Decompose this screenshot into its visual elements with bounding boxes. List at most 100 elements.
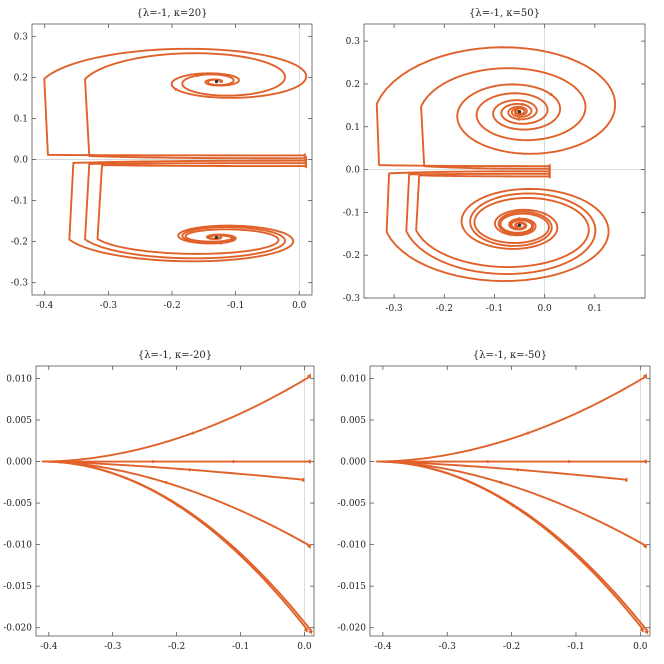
trajectory-line <box>376 460 628 481</box>
y-tick-label: -0.020 <box>3 624 32 634</box>
chart-title: {λ=-1, κ=50} <box>469 8 540 19</box>
start-arrow <box>642 373 647 379</box>
x-tick-label: -0.2 <box>163 301 180 311</box>
trajectory-line <box>385 170 610 282</box>
focus-point <box>214 79 219 84</box>
series-group <box>375 46 617 282</box>
flow-arrow <box>190 431 195 435</box>
x-tick-label: -0.3 <box>385 304 403 314</box>
start-arrow <box>302 163 307 169</box>
x-tick-label: -0.1 <box>567 642 584 652</box>
y-tick-label: 0.2 <box>346 80 360 90</box>
y-tick-label: 0.010 <box>6 374 32 384</box>
flow-arrow <box>514 467 519 472</box>
y-tick-label: -0.015 <box>337 582 366 592</box>
trajectory-line <box>376 460 648 548</box>
start-arrow <box>306 543 311 549</box>
flow-arrow <box>565 459 570 464</box>
trajectory-line <box>415 174 590 269</box>
start-arrow <box>644 629 649 635</box>
x-tick-label: -0.3 <box>439 642 457 652</box>
series-group <box>376 373 649 635</box>
y-tick-label: -0.3 <box>11 279 29 289</box>
flow-arrow <box>173 87 178 92</box>
trajectory-line <box>375 46 617 168</box>
chart-title: {λ=-1, κ=-20} <box>138 350 212 361</box>
flow-arrow <box>498 481 503 485</box>
trajectory-line <box>42 460 309 631</box>
start-arrow <box>642 459 647 465</box>
flow-arrow <box>149 459 154 464</box>
trajectory-line <box>42 460 305 481</box>
plot-frame <box>35 365 315 637</box>
x-tick-label: -0.3 <box>104 642 122 652</box>
y-tick-label: 0.0 <box>14 156 29 166</box>
trajectory-line <box>43 47 308 157</box>
x-tick-label: -0.2 <box>503 642 520 652</box>
y-tick-label: -0.015 <box>3 582 32 592</box>
y-tick-label: -0.005 <box>337 499 366 509</box>
y-tick-label: 0.010 <box>340 374 366 384</box>
focus-point <box>517 110 522 114</box>
trajectory-line <box>84 52 307 160</box>
x-tick-label: -0.1 <box>486 304 503 314</box>
flow-arrow <box>186 467 191 472</box>
y-tick-label: -0.2 <box>11 238 28 248</box>
y-tick-label: 0.000 <box>340 458 366 468</box>
x-tick-label: -0.1 <box>232 642 249 652</box>
y-tick-label: 0.000 <box>6 458 32 468</box>
y-tick-label: 0.2 <box>14 73 28 83</box>
flow-arrow <box>515 117 520 122</box>
start-arrow <box>306 373 311 379</box>
trajectory-line <box>376 375 648 463</box>
flow-arrow <box>196 73 201 78</box>
series-group <box>42 373 313 635</box>
chart-panel: -0.4 -0.3 -0.2 -0.1 0.0 -0.3 -0.2 -0.1 0.0 0.1 0.2… <box>11 8 313 311</box>
start-arrow <box>639 627 644 633</box>
y-tick-label: 0.3 <box>346 37 361 47</box>
plot-frame <box>369 365 651 637</box>
y-tick-label: 0.1 <box>14 114 28 124</box>
y-tick-label: 0.3 <box>14 32 29 42</box>
focus-point <box>517 223 522 227</box>
y-tick-label: -0.005 <box>3 499 32 509</box>
plot-frame <box>363 23 646 299</box>
y-tick-label: 0.1 <box>346 123 360 133</box>
flow-arrow <box>521 102 526 106</box>
trajectory-line <box>420 67 587 170</box>
start-arrow <box>303 627 308 633</box>
y-tick-label: -0.1 <box>11 197 28 207</box>
trajectory-line <box>42 375 312 463</box>
flow-arrow <box>230 459 235 464</box>
x-tick-label: -0.4 <box>36 301 54 311</box>
x-tick-label: -0.2 <box>168 642 185 652</box>
y-tick-label: -0.010 <box>3 541 32 551</box>
flow-arrow <box>542 212 547 216</box>
trajectory-line <box>376 460 645 631</box>
x-tick-label: -0.3 <box>100 301 118 311</box>
start-arrow <box>300 477 305 483</box>
flow-arrow <box>525 431 530 435</box>
trajectory-line <box>42 460 313 633</box>
x-tick-label: -0.4 <box>374 642 392 652</box>
flow-arrow <box>163 481 168 485</box>
start-arrow <box>306 459 311 465</box>
x-tick-label: 0.0 <box>297 642 312 652</box>
chart-panel: -0.4 -0.3 -0.2 -0.1 0.0 -0.020 -0.015 -0.010 -0.… <box>337 350 651 652</box>
y-tick-label: -0.3 <box>343 294 361 304</box>
y-tick-label: -0.2 <box>343 251 360 261</box>
x-tick-label: 0.1 <box>588 304 602 314</box>
flow-arrow <box>527 228 532 233</box>
trajectory-line <box>42 460 312 548</box>
trajectory-line <box>96 164 307 255</box>
x-tick-label: 0.0 <box>292 301 307 311</box>
chart-title: {λ=-1, κ=20} <box>137 8 208 19</box>
x-tick-label: 0.0 <box>537 304 552 314</box>
flow-arrow <box>484 459 489 464</box>
chart-title: {λ=-1, κ=-50} <box>473 350 547 361</box>
start-arrow <box>623 477 628 483</box>
y-tick-label: 0.005 <box>340 416 366 426</box>
x-tick-label: -0.4 <box>40 642 58 652</box>
start-arrow <box>642 543 647 549</box>
